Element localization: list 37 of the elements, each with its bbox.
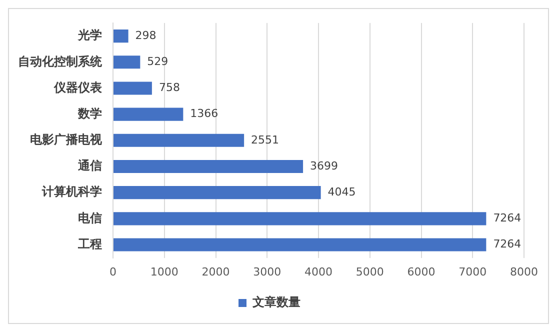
bar [114,212,486,226]
data-label: 758 [158,81,180,94]
x-tick-label: 2000 [202,265,230,278]
y-tick-label: 电信 [78,210,102,225]
data-label: 2551 [251,133,280,146]
y-tick-label: 数学 [77,106,102,120]
y-tick-label: 光学 [77,28,102,42]
bar [114,186,321,200]
x-tick-label: 5000 [356,265,384,278]
x-tick-label: 1000 [150,265,178,278]
legend-label: 文章数量 [252,295,300,310]
bar [114,82,152,95]
bar [114,238,486,252]
bar [114,56,140,69]
data-label: 7264 [493,212,522,225]
x-tick-label: 8000 [510,265,538,278]
data-label: 7264 [493,238,522,251]
data-label: 529 [147,54,168,68]
data-label: 1366 [190,107,218,120]
bar [114,160,304,174]
y-tick-label: 工程 [77,236,102,251]
x-tick-label: 3000 [253,265,282,278]
x-tick-label: 0 [110,265,116,278]
bar [114,30,128,43]
y-tick-label: 自动化控制系统 [18,54,103,68]
x-tick-label: 7000 [458,265,487,278]
x-tick-label: 6000 [407,265,436,278]
bar [114,134,244,147]
y-tick-label: 电影广播电视 [30,132,103,147]
data-label: 3699 [310,159,338,172]
x-tick-label: 4000 [304,265,332,278]
data-label: 4045 [328,185,356,198]
y-tick-label: 通信 [77,158,102,173]
y-tick-label: 计算机科学 [41,184,102,199]
data-label: 298 [135,28,156,42]
bar [114,108,184,121]
y-tick-label: 仪器仪表 [53,80,103,94]
